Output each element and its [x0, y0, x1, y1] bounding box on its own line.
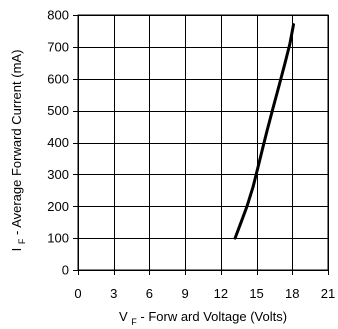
- x-tick-label-15: 15: [249, 286, 263, 301]
- x-axis-ticks: 0 3 6 9 12 15 18 21: [74, 270, 335, 301]
- y-tick-label-400: 400: [47, 135, 69, 150]
- grid: [78, 15, 329, 271]
- x-tick-label-21: 21: [321, 286, 335, 301]
- x-tick-label-9: 9: [182, 286, 189, 301]
- y-axis-title: I F - Average Forward Current (mA): [9, 50, 28, 252]
- y-tick-label-300: 300: [47, 167, 69, 182]
- x-tick-label-18: 18: [285, 286, 299, 301]
- x-tick-label-6: 6: [146, 286, 153, 301]
- y-axis-title-text: - Average Forward Current (mA): [9, 50, 24, 235]
- y-tick-label-800: 800: [47, 8, 69, 23]
- x-axis-title-subscript: F: [131, 317, 137, 327]
- x-tick-label-3: 3: [110, 286, 117, 301]
- y-tick-label-500: 500: [47, 103, 69, 118]
- y-tick-label-200: 200: [47, 199, 69, 214]
- y-tick-label-700: 700: [47, 39, 69, 54]
- plot-area-border: [77, 14, 329, 271]
- y-tick-label-600: 600: [47, 71, 69, 86]
- x-tick-label-0: 0: [74, 286, 81, 301]
- y-axis-title-prefix: I: [9, 248, 24, 252]
- y-tick-label-0: 0: [62, 263, 69, 278]
- series-line-0: [233, 23, 295, 240]
- series-layer: [233, 23, 295, 240]
- x-axis-title-prefix: V: [119, 309, 128, 324]
- y-axis-title-subscript: F: [17, 238, 27, 244]
- x-axis-title: V F - Forw ard Voltage (Volts): [119, 309, 287, 328]
- y-axis-ticks: 0 100 200 300 400 500 600 700 800: [47, 8, 78, 278]
- x-tick-label-12: 12: [214, 286, 228, 301]
- y-tick-label-100: 100: [47, 231, 69, 246]
- x-axis-title-text: - Forw ard Voltage (Volts): [140, 309, 287, 324]
